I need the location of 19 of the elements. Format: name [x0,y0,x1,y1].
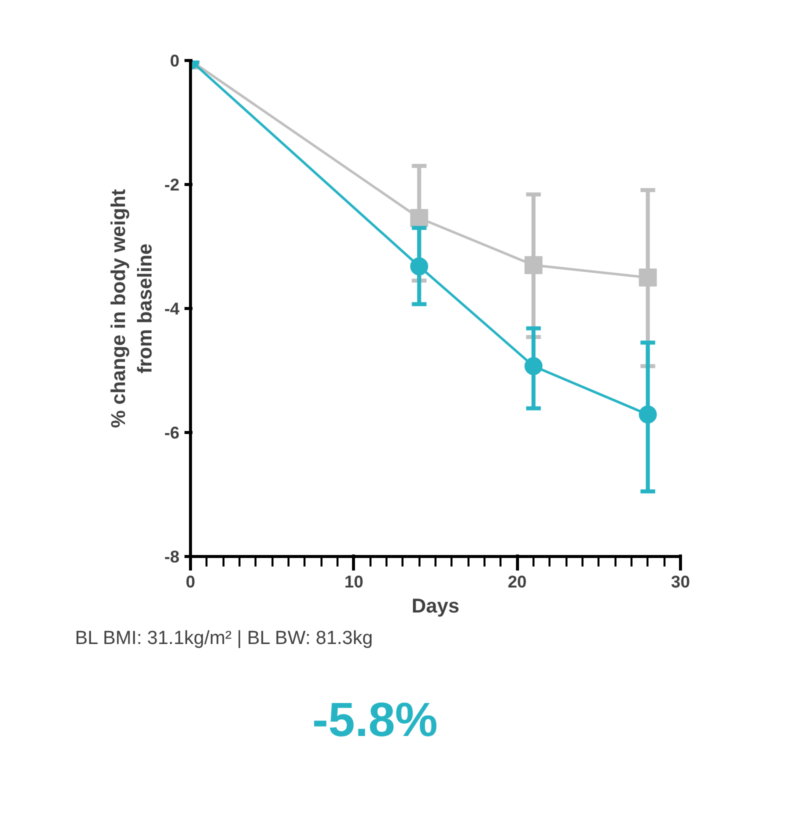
y-tick-label: -4 [164,300,180,318]
x-axis-title: Days [412,596,460,618]
y-tick-label: 0 [170,52,180,70]
x-tick-label: 30 [671,572,690,592]
y-tick-label: -6 [164,424,180,442]
point [524,357,542,376]
point [638,268,657,286]
point [410,208,428,227]
y-tick-label: -8 [164,548,180,566]
y-tick-label: -2 [164,176,180,194]
text: BL BMI: 31.1kg/m² | BL BW: 81.3kg [75,627,373,651]
y-axis-title: % change in body weight from baseline [108,188,156,428]
x-tick-label: 20 [508,572,527,592]
point [410,257,428,276]
text: -5.8% [312,693,438,750]
x-tick-label: 0 [186,572,196,592]
x-tick-label: 10 [344,572,364,592]
point [638,406,657,424]
point [524,256,542,274]
